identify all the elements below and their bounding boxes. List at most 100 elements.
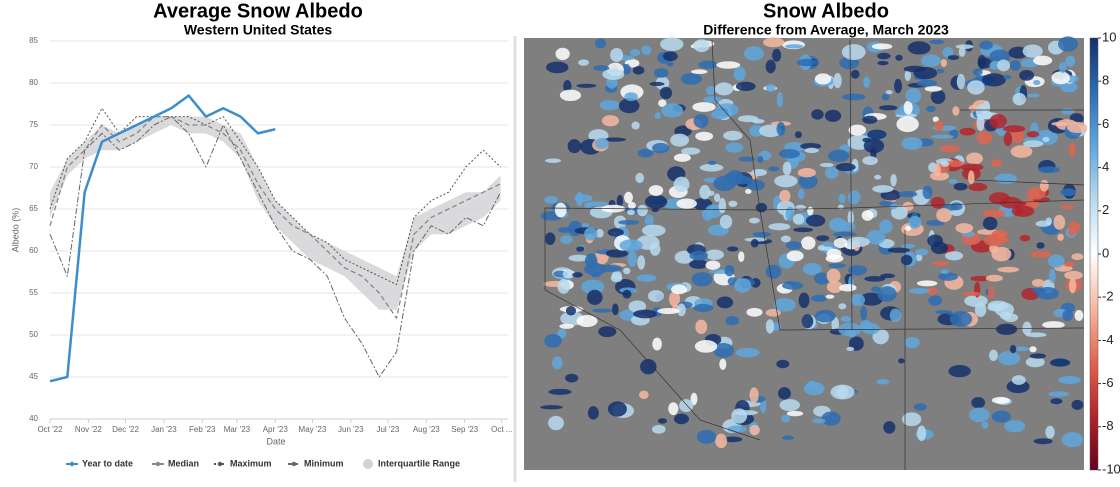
snow-patch xyxy=(894,78,903,94)
snow-patch xyxy=(940,269,950,275)
snow-patch xyxy=(595,228,604,238)
legend-label: Minimum xyxy=(304,458,344,468)
snow-patch xyxy=(622,289,632,299)
snow-patch xyxy=(641,224,666,237)
snow-patch xyxy=(1026,187,1046,200)
snow-patch xyxy=(944,251,964,261)
snow-patch xyxy=(898,190,918,198)
y-axis-label: Albedo (%) xyxy=(10,208,20,253)
snow-patch xyxy=(1025,332,1047,338)
snow-patch xyxy=(1063,261,1076,267)
snow-patch xyxy=(610,47,624,63)
snow-patch xyxy=(694,340,718,353)
snow-patch xyxy=(848,124,867,136)
snow-patch xyxy=(723,130,743,141)
snow-patch xyxy=(982,216,998,231)
map-borders xyxy=(544,39,1085,470)
x-tick-label: Sep '23 xyxy=(451,425,478,434)
snow-patch xyxy=(649,81,665,87)
snow-patch xyxy=(735,81,756,91)
snow-patch xyxy=(581,279,605,295)
snow-patch xyxy=(632,66,645,75)
snow-patch xyxy=(999,311,1012,320)
snow-patch xyxy=(838,303,847,310)
snow-patch xyxy=(859,292,883,306)
map-subtitle: Difference from Average, March 2023 xyxy=(703,22,949,38)
snow-patch xyxy=(699,184,711,200)
snow-patch xyxy=(1048,391,1070,397)
snow-patch xyxy=(970,275,991,282)
snow-patch xyxy=(929,39,945,45)
snow-patch xyxy=(699,163,724,172)
snow-patch xyxy=(786,250,804,262)
snow-patch xyxy=(968,182,988,192)
snow-patch xyxy=(900,254,913,266)
snow-patch xyxy=(898,358,905,364)
snow-patch xyxy=(594,138,610,149)
snow-patch xyxy=(668,291,681,307)
snow-patch xyxy=(991,246,1012,262)
snow-patch xyxy=(1045,217,1053,226)
snow-patch xyxy=(948,178,958,184)
snow-patch xyxy=(719,358,727,370)
snow-patch xyxy=(846,346,855,351)
snow-patch xyxy=(782,281,804,290)
snow-patch xyxy=(780,235,791,243)
snow-patch xyxy=(883,421,896,434)
snow-patch xyxy=(890,173,897,187)
snow-patch xyxy=(976,104,987,121)
legend-label: Year to date xyxy=(82,458,133,468)
snow-patch xyxy=(636,274,657,282)
snow-patch xyxy=(781,435,795,441)
snow-patch xyxy=(1025,356,1045,368)
x-tick-label: Jul '23 xyxy=(376,425,399,434)
snow-patch xyxy=(817,244,826,251)
snow-patch xyxy=(1012,92,1026,106)
snow-patch xyxy=(567,139,582,154)
y-tick-label: 85 xyxy=(29,36,38,45)
snow-patch xyxy=(916,280,938,287)
snow-patch xyxy=(928,295,942,306)
snow-patch xyxy=(727,425,747,433)
snow-patch xyxy=(677,303,686,317)
snow-patch xyxy=(936,208,952,223)
snow-patch xyxy=(621,63,631,76)
snow-patch xyxy=(1022,44,1043,58)
snow-patch xyxy=(594,38,606,49)
snow-patch xyxy=(811,418,826,424)
snow-patch xyxy=(989,113,1007,129)
snow-patch xyxy=(691,272,713,287)
iqr-band xyxy=(50,116,501,310)
snow-patch xyxy=(1004,420,1026,433)
snow-patch xyxy=(607,401,627,417)
snow-patch xyxy=(915,248,929,256)
snow-patch xyxy=(1037,166,1060,174)
snow-patch xyxy=(1065,55,1076,67)
snow-patch xyxy=(903,65,926,73)
snow-patch xyxy=(551,356,563,370)
snow-patch xyxy=(574,194,593,203)
snow-patch xyxy=(1042,321,1065,329)
snow-patch xyxy=(710,110,730,120)
snow-patch xyxy=(877,60,889,66)
snow-patch xyxy=(659,86,673,100)
snow-patch xyxy=(586,201,609,207)
snow-patch xyxy=(904,70,912,82)
snow-patch xyxy=(773,298,796,312)
colorbar-label: 8 xyxy=(1102,73,1109,88)
snow-patch xyxy=(1058,36,1079,52)
snow-patch xyxy=(776,122,786,136)
x-axis-label: Date xyxy=(266,436,285,446)
snow-patch xyxy=(904,336,920,349)
snow-patch xyxy=(903,100,913,115)
snow-patch xyxy=(565,306,577,316)
snow-patch xyxy=(652,142,670,154)
snow-patch xyxy=(1057,233,1064,241)
snow-patch xyxy=(540,405,563,410)
snow-patch xyxy=(1047,254,1065,268)
snow-patch xyxy=(828,149,850,163)
snow-patch xyxy=(765,83,776,92)
snow-patch xyxy=(746,307,763,317)
snow-patch xyxy=(714,82,734,96)
